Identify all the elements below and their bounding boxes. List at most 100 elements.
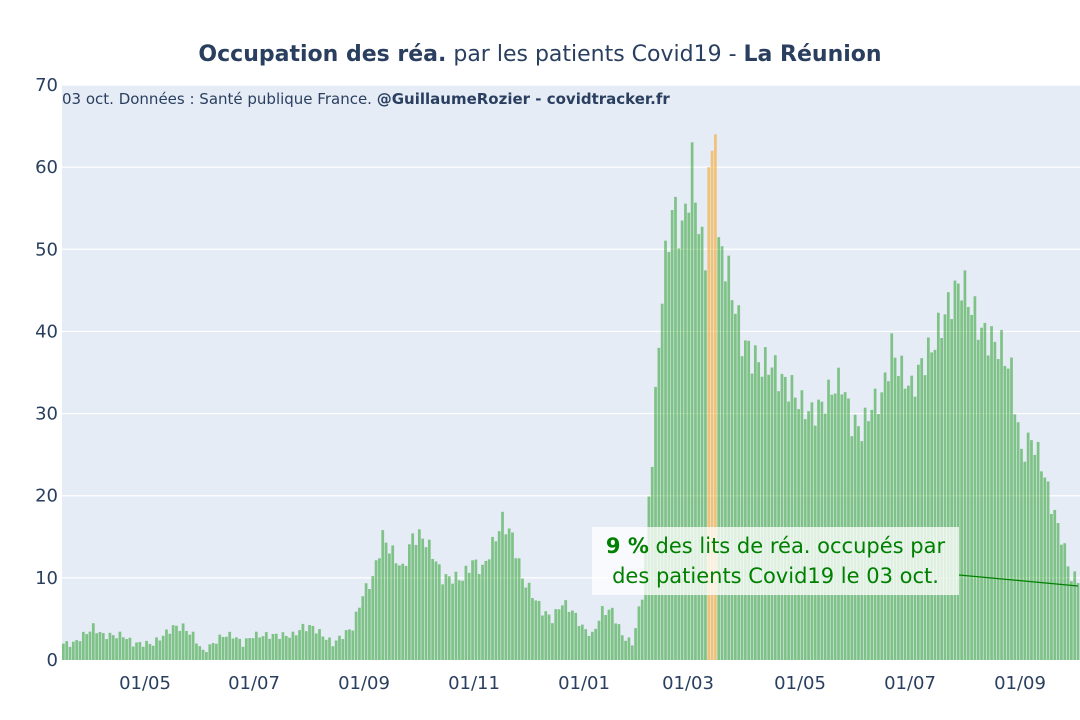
bar — [680, 220, 684, 661]
bar — [986, 355, 990, 660]
bar — [264, 632, 268, 660]
bar — [181, 623, 185, 660]
bar — [437, 564, 441, 660]
bar — [85, 634, 89, 660]
bar — [208, 644, 212, 660]
bar — [637, 606, 641, 660]
bar — [467, 572, 471, 660]
title-bold-part: Occupation des réa. — [198, 42, 447, 67]
bar — [381, 530, 385, 660]
bar — [231, 638, 235, 660]
bar — [777, 391, 780, 660]
bar — [427, 539, 431, 660]
bar — [667, 252, 671, 661]
bar — [321, 636, 325, 660]
bar — [291, 631, 295, 660]
bar — [753, 345, 757, 660]
bar — [1050, 514, 1053, 660]
bar — [880, 392, 884, 660]
bar — [414, 544, 418, 660]
highlight-bar — [707, 167, 711, 660]
bar — [983, 322, 987, 660]
annotation-box: 9 % des lits de réa. occupés par des pat… — [592, 527, 959, 595]
bar — [790, 375, 794, 660]
bar — [724, 281, 727, 660]
bar — [544, 611, 548, 660]
bar — [334, 640, 338, 660]
bar — [827, 379, 830, 660]
y-tick-label: 50 — [35, 239, 58, 260]
bar — [1010, 357, 1013, 660]
bar — [843, 392, 847, 660]
bar — [1023, 461, 1027, 660]
bar — [1076, 583, 1080, 660]
bar — [454, 571, 458, 660]
bar — [148, 643, 152, 660]
bar — [145, 640, 148, 660]
bar — [893, 357, 897, 660]
bar — [298, 630, 301, 660]
bar — [903, 388, 907, 660]
x-tick-label: 01/07 — [884, 673, 936, 694]
bar — [1026, 432, 1030, 660]
x-tick-label: 01/09 — [338, 673, 390, 694]
bar — [394, 563, 398, 660]
bar — [185, 630, 188, 660]
bar — [221, 636, 225, 660]
bar — [567, 611, 571, 660]
bar — [507, 528, 511, 660]
chart-title: Occupation des réa. par les patients Cov… — [0, 42, 1080, 67]
bar — [1073, 571, 1077, 660]
bar — [354, 611, 358, 660]
bar — [963, 270, 967, 660]
bar — [391, 545, 395, 660]
annotation-arrow — [958, 574, 1079, 587]
bar — [700, 226, 704, 660]
subtitle: 03 oct. Données : Santé publique France.… — [62, 90, 670, 108]
bar — [388, 553, 391, 660]
bar — [1003, 365, 1007, 660]
bar — [494, 541, 498, 660]
bar — [1016, 422, 1020, 660]
bar — [135, 642, 138, 660]
y-tick-label: 20 — [35, 486, 58, 507]
bar — [198, 646, 202, 660]
bar — [697, 234, 701, 660]
x-tick-label: 01/05 — [774, 673, 826, 694]
bar — [407, 544, 411, 660]
bar — [783, 376, 787, 660]
bar — [471, 560, 474, 660]
x-tick-label: 01/09 — [994, 673, 1046, 694]
bar — [763, 347, 767, 660]
bar — [151, 645, 155, 660]
bar — [617, 624, 621, 660]
bar — [401, 563, 405, 660]
bar — [338, 635, 341, 660]
bar — [936, 312, 940, 660]
bar — [557, 609, 561, 660]
bar — [254, 631, 258, 660]
bar — [517, 558, 521, 660]
bar — [1046, 481, 1050, 660]
bar — [241, 646, 245, 660]
bar — [590, 631, 594, 660]
bar — [371, 576, 375, 660]
bar — [364, 583, 368, 660]
bar — [833, 393, 837, 660]
bar — [101, 633, 105, 660]
bar — [883, 372, 887, 660]
bar — [684, 203, 687, 660]
bar — [417, 529, 421, 660]
bar — [98, 631, 102, 660]
bar — [574, 612, 578, 660]
bar — [464, 565, 468, 660]
bar — [278, 638, 281, 660]
bar — [491, 536, 494, 660]
bar — [404, 565, 408, 660]
annotation-line1: 9 % des lits de réa. occupés par — [592, 531, 959, 561]
bar — [281, 632, 285, 660]
bar — [554, 609, 558, 660]
bar — [1060, 544, 1063, 660]
bar — [497, 531, 501, 660]
bar — [541, 615, 544, 660]
